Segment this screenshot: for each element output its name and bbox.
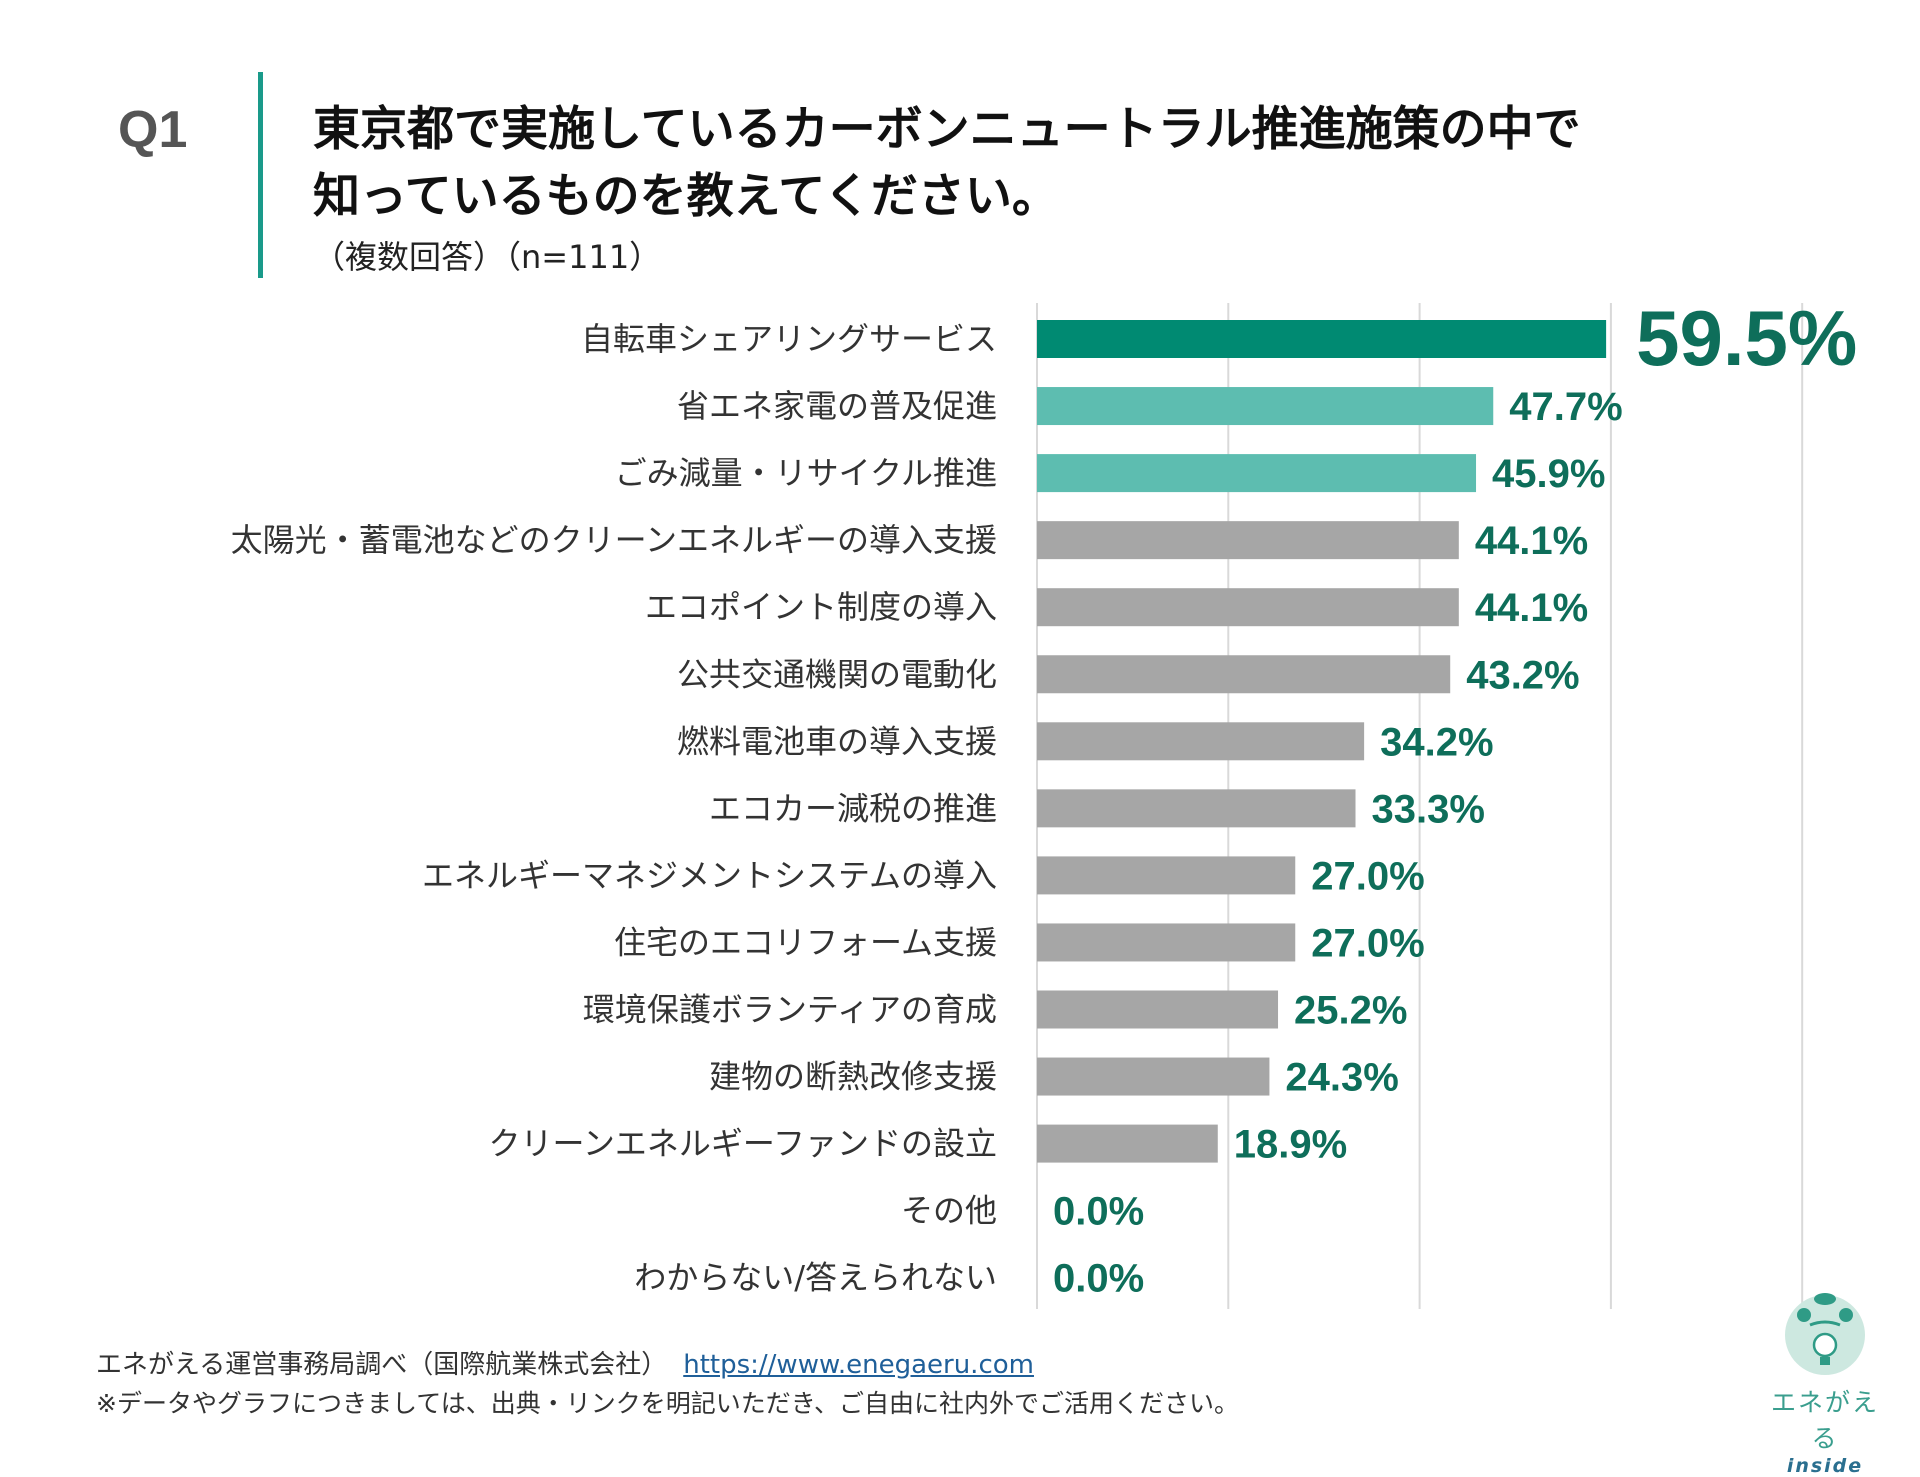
bar <box>1037 387 1494 426</box>
source-text: エネがえる運営事務局調べ（国際航業株式会社） <box>96 1350 668 1380</box>
question-number: Q1 <box>118 101 188 159</box>
data-label: 27.0% <box>1311 854 1424 898</box>
usage-note: ※データやグラフにつきましては、出典・リンクを明記いただき、ご自由に社内外でご活… <box>96 1389 1239 1418</box>
category-label: 建物の断熱改修支援 <box>709 1058 997 1096</box>
category-label: ごみ減量・リサイクル推進 <box>615 454 997 492</box>
data-label: 0.0% <box>1053 1190 1144 1234</box>
category-label: 環境保護ボランティアの育成 <box>583 991 997 1029</box>
bar <box>1037 856 1296 895</box>
data-label: 33.3% <box>1372 787 1485 831</box>
bar-chart: 自転車シェアリングサービス 59.5% 省エネ家電の普及促進 47.7% ごみ減量・リサ… <box>231 294 1857 1309</box>
bar <box>1037 789 1356 828</box>
category-label: 住宅のエコリフォーム支援 <box>614 923 997 961</box>
bar <box>1037 990 1279 1029</box>
source-link[interactable]: https://www.enegaeru.com <box>683 1350 1034 1380</box>
category-label: クリーンエネルギーファンドの設立 <box>489 1125 997 1163</box>
data-label: 44.1% <box>1475 586 1588 630</box>
bar <box>1037 722 1365 761</box>
title-line-2: 知っているものを教えてください。 <box>313 169 1059 224</box>
category-label: 自転車シェアリングサービス <box>581 320 997 358</box>
data-label: 59.5% <box>1636 294 1857 382</box>
category-label: わからない/答えられない <box>634 1259 997 1297</box>
data-label: 44.1% <box>1475 519 1588 563</box>
data-label: 0.0% <box>1053 1257 1144 1301</box>
data-label: 27.0% <box>1311 921 1424 965</box>
question-title: 東京都で実施しているカーボンニュートラル推進施策の中で 知っているものを教えてく… <box>313 96 1581 230</box>
category-label: エコカー減税の推進 <box>709 789 997 827</box>
logo-subtext: inside <box>1786 1455 1864 1477</box>
data-label: 47.7% <box>1509 385 1622 429</box>
logo-text: エネがえる <box>1770 1388 1879 1453</box>
bar <box>1037 1124 1218 1163</box>
category-label: 太陽光・蓄電池などのクリーンエネルギーの導入支援 <box>231 521 997 559</box>
bar <box>1037 320 1607 358</box>
bar <box>1037 1057 1270 1096</box>
bar <box>1037 521 1459 560</box>
category-label: 燃料電池車の導入支援 <box>677 722 997 760</box>
source-note: エネがえる運営事務局調べ（国際航業株式会社） https://www.enegae… <box>96 1344 1034 1381</box>
data-label: 43.2% <box>1466 653 1579 697</box>
category-label: エコポイント制度の導入 <box>645 588 997 626</box>
bar <box>1037 588 1459 627</box>
data-label: 24.3% <box>1285 1056 1398 1100</box>
bar <box>1037 454 1477 493</box>
data-label: 18.9% <box>1234 1123 1347 1167</box>
category-label: 公共交通機関の電動化 <box>677 655 997 693</box>
category-label: 省エネ家電の普及促進 <box>677 387 997 425</box>
bar <box>1037 923 1296 962</box>
category-label: その他 <box>901 1192 997 1230</box>
data-label: 45.9% <box>1492 452 1605 496</box>
data-label: 34.2% <box>1380 720 1493 764</box>
bar <box>1037 655 1451 694</box>
question-subtitle: （複数回答）（n=111） <box>313 238 662 276</box>
frog-bulb-icon <box>1785 1293 1865 1375</box>
data-label: 25.2% <box>1294 989 1407 1033</box>
title-line-1: 東京都で実施しているカーボンニュートラル推進施策の中で <box>313 102 1581 157</box>
category-label: エネルギーマネジメントシステムの導入 <box>422 856 997 894</box>
enegaeru-logo: エネがえる inside <box>1760 1285 1890 1477</box>
accent-divider <box>258 72 263 278</box>
